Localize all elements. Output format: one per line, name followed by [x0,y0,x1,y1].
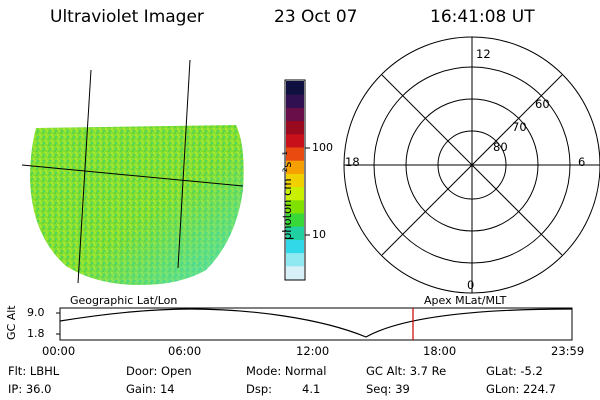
dsp-readout-value: 4.1 [302,382,321,396]
mlt-label-12: 12 [476,47,491,61]
time-label: 16:41:08 UT [430,7,535,27]
colorbar-band [286,252,304,267]
colorbar-band [286,186,304,201]
dsp-readout-label: Dsp: [246,382,273,396]
colorbar-band [286,147,304,161]
mlt-label-0: 0 [467,278,475,292]
instrument-title: Ultraviolet Imager [50,7,204,27]
polar-plot [343,36,600,294]
gain-readout: Gain: 14 [126,382,175,396]
orbit-altitude-curve [59,308,573,338]
colorbar-tick-label: 10 [312,228,326,241]
polar-diagonal [381,74,563,256]
polar-panel-label: Apex MLat/MLT [424,294,507,307]
timeline-ytick-label: 1.8 [27,327,45,340]
colorbar-band [286,226,304,240]
geo-panel-label: Geographic Lat/Lon [70,294,178,307]
filter-readout: Flt: LBHL [8,364,60,378]
ip-readout: IP: 36.0 [8,382,52,396]
timeline-xtick-label: 18:00 [423,344,457,358]
geo-image-panel [21,59,244,285]
lat-label-70: 70 [512,120,527,134]
timeline-xtick-label: 06:00 [168,344,202,358]
geo-grid-line [21,164,244,187]
colorbar-band [286,265,304,280]
colorbar-unit-label: photon cm⁻²s⁻¹ [280,151,294,240]
colorbar-band [286,81,304,95]
gc-alt-readout: GC Alt: 3.7 Re [366,364,447,378]
glon-readout: GLon: 224.7 [486,382,556,396]
lat-label-80: 80 [493,140,508,154]
timeline-ylabel: GC Alt [5,305,18,340]
timeline-xtick-label: 00:00 [42,344,76,358]
timeline-xtick-label: 12:00 [296,344,330,358]
colorbar-frame [284,79,306,281]
colorbar-band [286,160,304,174]
mlt-label-18: 18 [345,155,360,169]
timeline-frame [59,307,573,341]
colorbar-band [286,173,304,188]
geo-grid-line [177,59,191,269]
orbit-timeline [56,307,573,341]
timeline-xtick-label: 23:59 [551,344,585,358]
geo-emission-edge [30,125,244,285]
colorbar-band [286,199,304,214]
colorbar-band [286,239,304,254]
colorbar [284,79,310,281]
colorbar-tick-label: 100 [312,141,333,154]
mlt-label-6: 6 [578,155,586,169]
colorbar-band [286,213,304,227]
geo-grid-line [77,69,92,284]
mode-readout: Mode: Normal [246,364,327,378]
door-readout: Door: Open [126,364,192,378]
glat-readout: GLat: -5.2 [486,364,543,378]
lat-label-60: 60 [535,97,550,111]
colorbar-band [286,120,304,135]
seq-readout: Seq: 39 [366,382,410,396]
date-label: 23 Oct 07 [274,7,358,27]
colorbar-band [286,133,304,148]
colorbar-band [286,94,304,108]
timeline-ytick-label: 9.0 [27,306,45,319]
colorbar-band [286,107,304,122]
